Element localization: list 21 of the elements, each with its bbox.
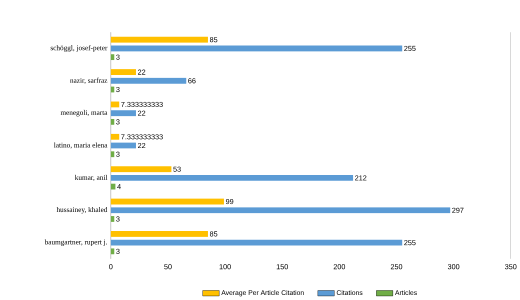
bar (110, 151, 114, 158)
bar (110, 110, 136, 116)
bar (110, 118, 114, 125)
bar (110, 184, 116, 190)
bar (110, 69, 136, 75)
bar (110, 36, 208, 42)
bar (110, 240, 402, 246)
bar (110, 207, 450, 214)
bar (110, 54, 114, 60)
bar (110, 86, 114, 92)
bar (110, 248, 114, 254)
bar (110, 142, 136, 148)
bar (110, 174, 354, 181)
bar (110, 198, 224, 204)
bar (110, 101, 120, 108)
bar (110, 166, 172, 172)
bar (110, 216, 114, 222)
bar (110, 134, 120, 140)
bar (110, 230, 208, 237)
bar (110, 45, 402, 52)
bar (110, 78, 186, 84)
